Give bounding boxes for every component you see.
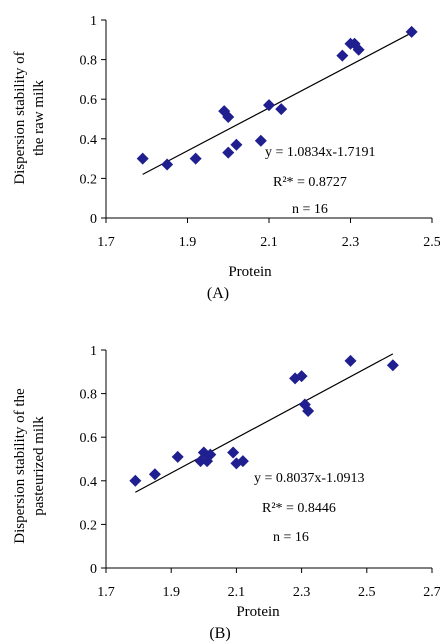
data-point	[405, 25, 418, 38]
x-tick-label: 2.1	[260, 235, 278, 250]
data-point	[236, 455, 249, 468]
data-point	[189, 152, 202, 165]
y-tick-label: 1	[90, 344, 97, 359]
axes	[105, 350, 432, 569]
data-point	[129, 474, 142, 487]
panel-label: (B)	[209, 625, 230, 642]
trendline-segment	[135, 353, 394, 493]
data-point	[352, 43, 365, 56]
annotation-equation: y = 1.0834x-1.7191	[265, 145, 376, 160]
trendline-segment	[142, 32, 412, 175]
data-point	[204, 448, 217, 461]
x-tick-label: 2.5	[423, 235, 440, 250]
y-tick-label: 0.8	[80, 388, 98, 403]
annotation-r2: R²* = 0.8727	[273, 175, 347, 190]
data-point	[302, 405, 315, 418]
chart-panel-a: 0 0.2 0.4 0.6 0.8 1 1.7 1.9 2.1 2.3 2.5 y = 1.083…	[12, 14, 440, 302]
y-tick-label: 0.6	[80, 93, 98, 108]
x-axis-title: Protein	[228, 264, 272, 280]
x-tick-label: 2.7	[423, 585, 440, 600]
y-ticks: 0 0.2 0.4 0.6 0.8 1	[80, 14, 106, 227]
x-tick-label: 2.1	[228, 585, 246, 600]
axes	[105, 20, 432, 219]
y-axis-title-line-1: Dispersion stability of the	[12, 388, 28, 544]
data-point	[263, 99, 275, 112]
y-tick-label: 0.2	[80, 518, 98, 533]
x-tick-label: 2.5	[358, 585, 376, 600]
y-tick-label: 1	[90, 14, 97, 29]
trendline	[135, 353, 394, 493]
data-point	[386, 359, 399, 372]
data-points	[136, 25, 418, 171]
y-tick-label: 0.2	[80, 172, 98, 187]
y-tick-label: 0	[90, 562, 97, 577]
y-tick-label: 0.6	[80, 431, 98, 446]
data-point	[275, 103, 288, 116]
data-point	[227, 446, 240, 459]
y-tick-label: 0.4	[80, 475, 98, 490]
data-points	[129, 354, 399, 487]
data-point	[230, 138, 243, 151]
x-tick-label: 2.3	[342, 235, 360, 250]
x-axis-title: Protein	[236, 604, 280, 620]
annotation-n: n = 16	[292, 202, 328, 217]
data-point	[148, 468, 161, 481]
annotation-equation: y = 0.8037x-1.0913	[254, 471, 365, 486]
panel-label: (A)	[207, 285, 229, 302]
y-axis-title-line-2: pasteurized milk	[31, 416, 47, 516]
data-point	[254, 134, 267, 147]
x-tick-label: 1.7	[97, 235, 115, 250]
x-tick-label: 1.7	[97, 585, 115, 600]
data-point	[222, 146, 235, 159]
y-tick-label: 0	[90, 212, 97, 227]
y-tick-label: 0.8	[80, 54, 98, 69]
y-ticks: 0 0.2 0.4 0.6 0.8 1	[80, 344, 106, 577]
data-point	[295, 370, 308, 383]
annotation-n: n = 16	[273, 530, 309, 545]
data-point	[222, 111, 235, 124]
data-point	[336, 49, 349, 62]
y-axis-title-line-1: Dispersion stability of	[12, 51, 28, 184]
x-tick-label: 2.3	[293, 585, 311, 600]
trendline	[142, 32, 412, 175]
y-axis-title-line-2: the raw milk	[31, 80, 47, 156]
chart-panel-b: 0 0.2 0.4 0.6 0.8 1 1.7 1.9 2.1 2.3 2.5 2.7 y = 0.…	[12, 344, 440, 642]
x-tick-label: 1.9	[179, 235, 197, 250]
x-tick-label: 1.9	[162, 585, 180, 600]
data-point	[161, 158, 174, 171]
annotation-r2: R²* = 0.8446	[262, 501, 336, 516]
data-point	[136, 152, 149, 165]
y-tick-label: 0.4	[80, 133, 98, 148]
data-point	[171, 450, 184, 463]
data-point	[344, 354, 357, 367]
x-ticks: 1.7 1.9 2.1 2.3 2.5 2.7	[97, 568, 440, 600]
x-ticks: 1.7 1.9 2.1 2.3 2.5	[97, 218, 440, 250]
